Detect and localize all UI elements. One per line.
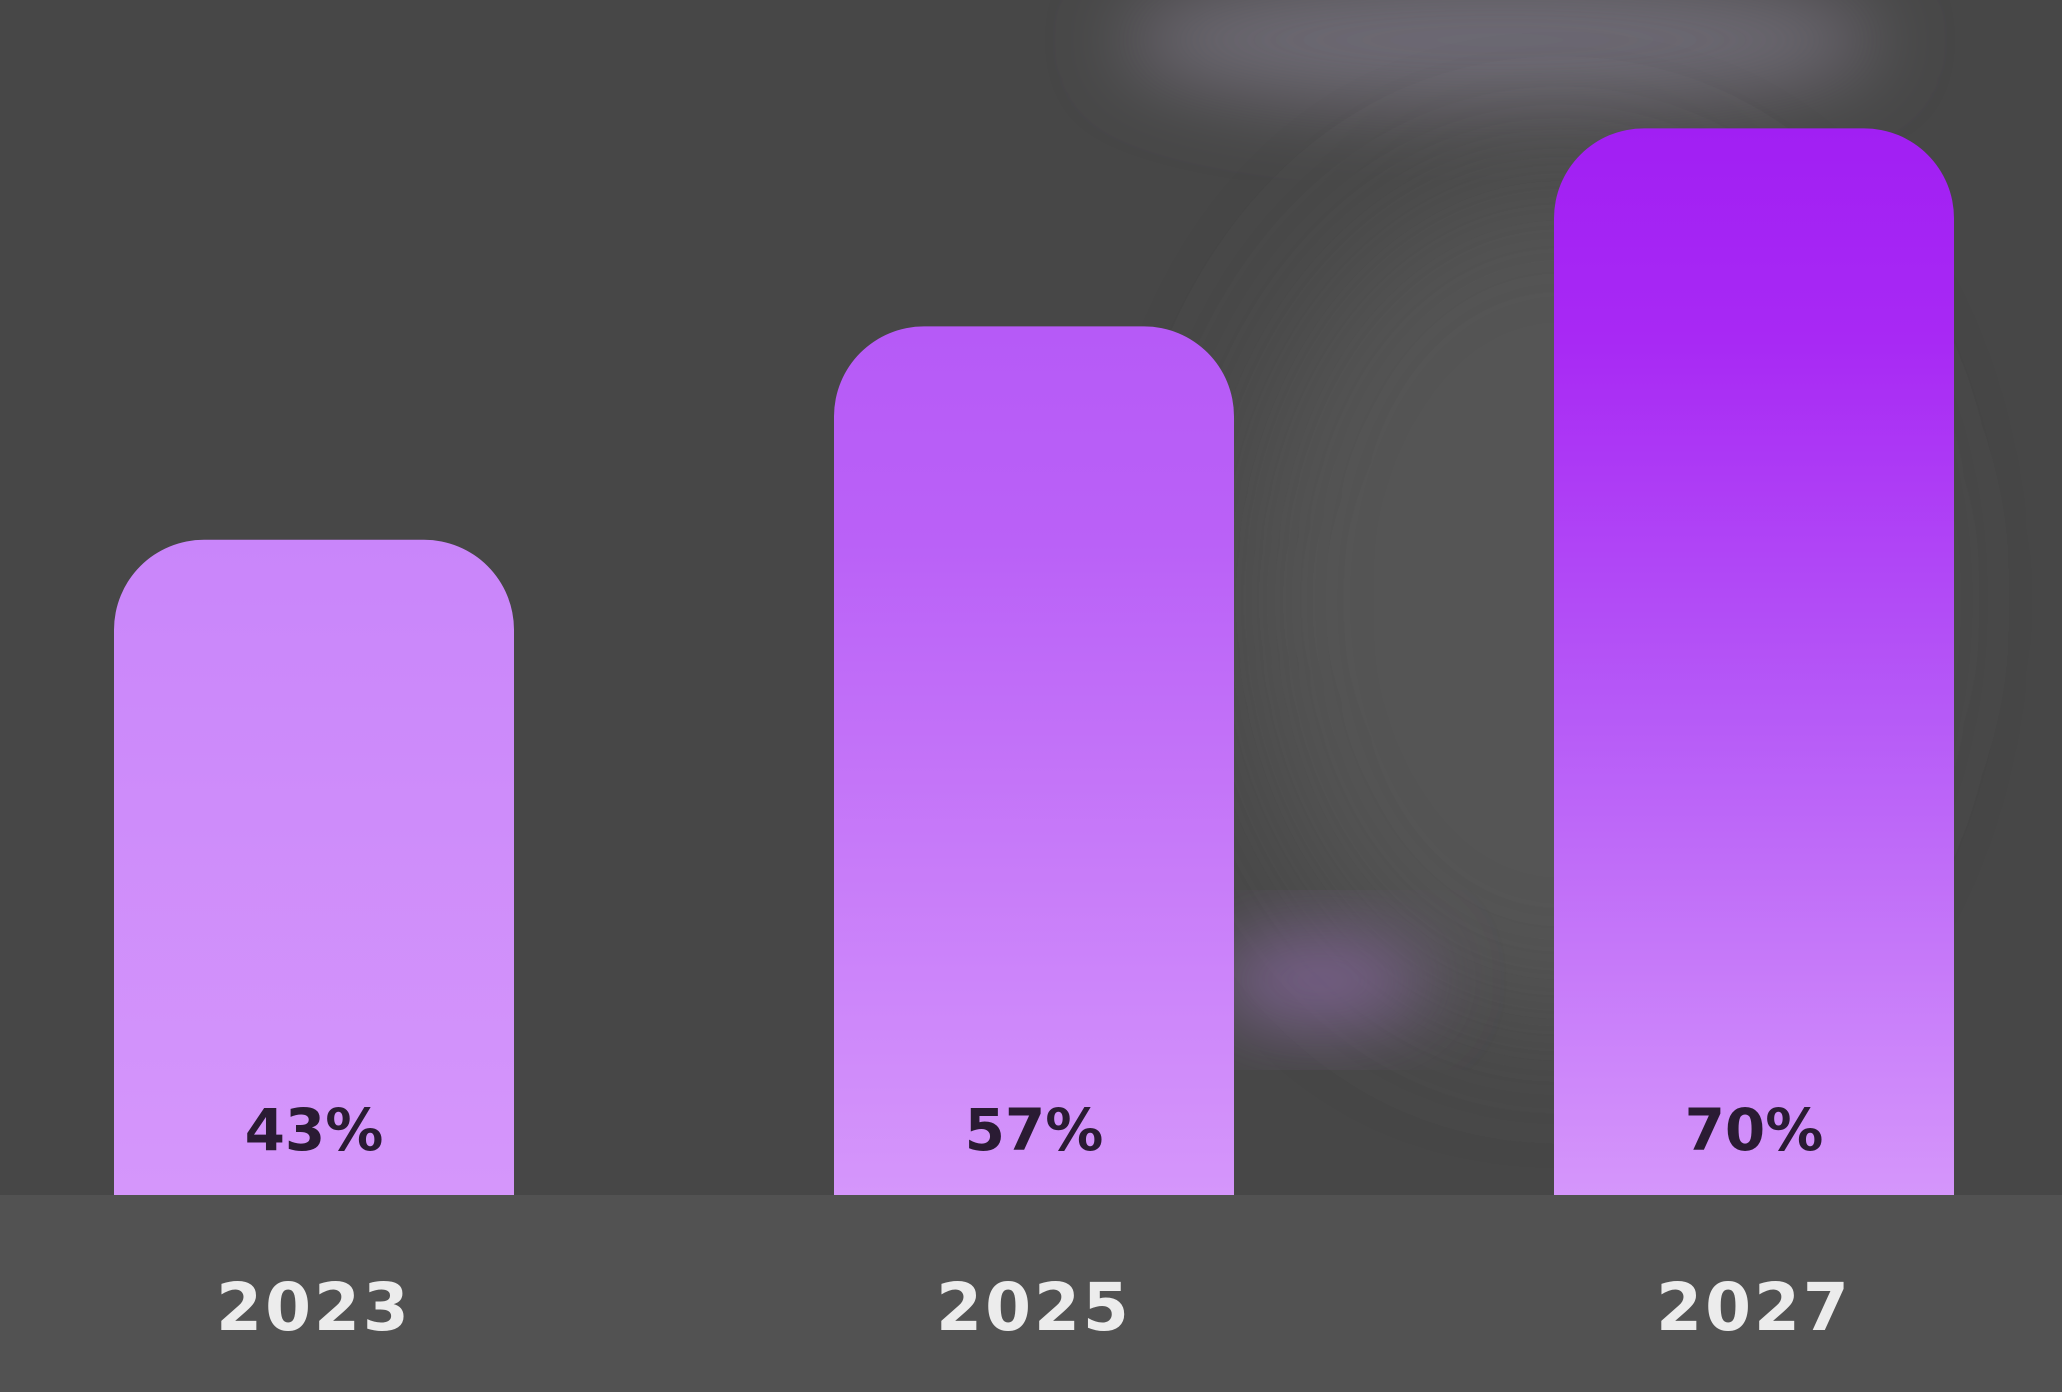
blur-glow-top <box>1120 0 1880 110</box>
bar-2023 <box>114 539 514 1195</box>
bar-2025 <box>834 326 1234 1195</box>
value-labels-group: 43% 57% 70% <box>245 1096 1824 1164</box>
value-label-2027: 70% <box>1685 1096 1824 1164</box>
bar-2027 <box>1554 128 1954 1195</box>
bars-group <box>114 128 1954 1195</box>
x-tick-label-2025: 2025 <box>936 1269 1132 1346</box>
x-tick-label-2023: 2023 <box>216 1269 412 1346</box>
value-label-2025: 57% <box>965 1096 1104 1164</box>
blur-glow-center <box>1210 935 1430 1025</box>
footer-band <box>0 1195 2062 1392</box>
x-tick-labels-group: 2023 2025 2027 <box>216 1269 1852 1346</box>
x-tick-label-2027: 2027 <box>1656 1269 1852 1346</box>
value-label-2023: 43% <box>245 1096 384 1164</box>
